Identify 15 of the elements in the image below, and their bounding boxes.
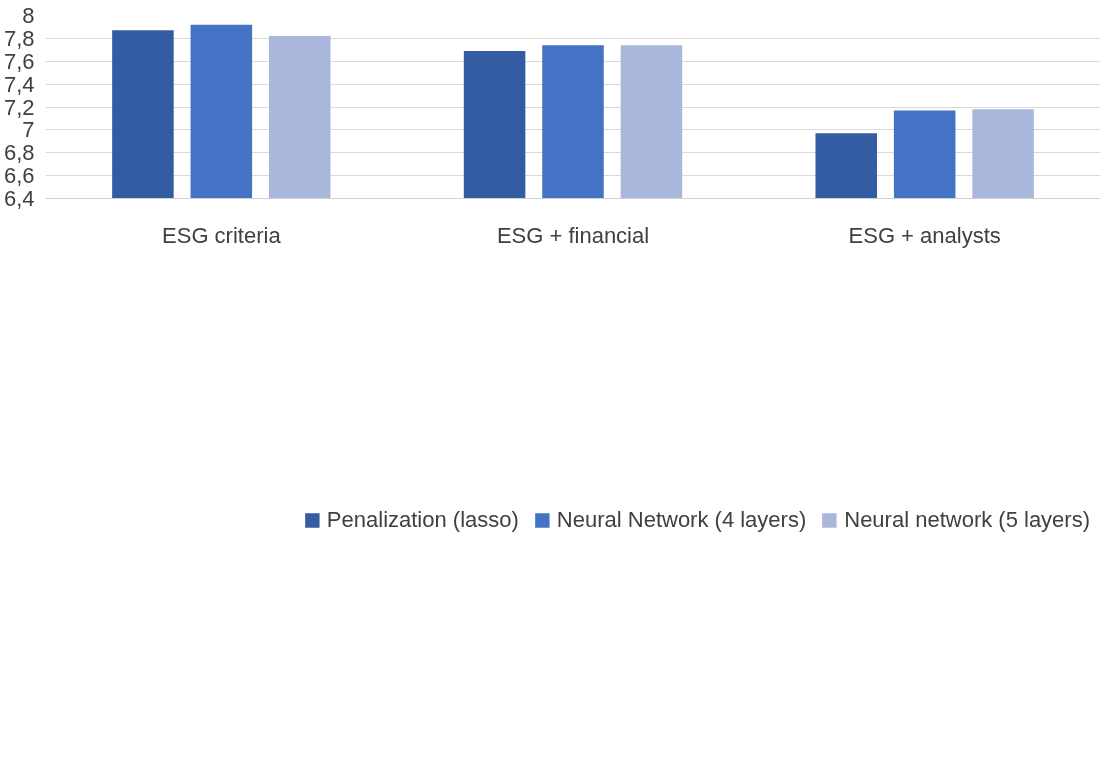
y-tick-label: 7,6 bbox=[3, 48, 35, 74]
y-tick-label: 7,4 bbox=[3, 71, 35, 97]
legend-label: Penalization (lasso) bbox=[326, 507, 519, 533]
y-tick-label: 6,4 bbox=[3, 186, 35, 211]
legend-label: Neural network (5 layers) bbox=[844, 507, 1090, 533]
legend-label: Neural Network (4 layers) bbox=[556, 507, 807, 533]
y-tick-label: 7 bbox=[22, 117, 35, 143]
y-tick-label: 6,6 bbox=[3, 163, 35, 189]
y-tick-label: 7,2 bbox=[3, 94, 35, 120]
x-tick-label: ESG + analysts bbox=[848, 222, 1001, 248]
y-tick-label: 7,8 bbox=[3, 25, 35, 51]
y-tick-label: 8 bbox=[22, 3, 35, 28]
x-tick-label: ESG criteria bbox=[162, 222, 282, 248]
y-tick-label: 6,8 bbox=[3, 140, 35, 166]
x-tick-label: ESG + financial bbox=[496, 222, 650, 248]
